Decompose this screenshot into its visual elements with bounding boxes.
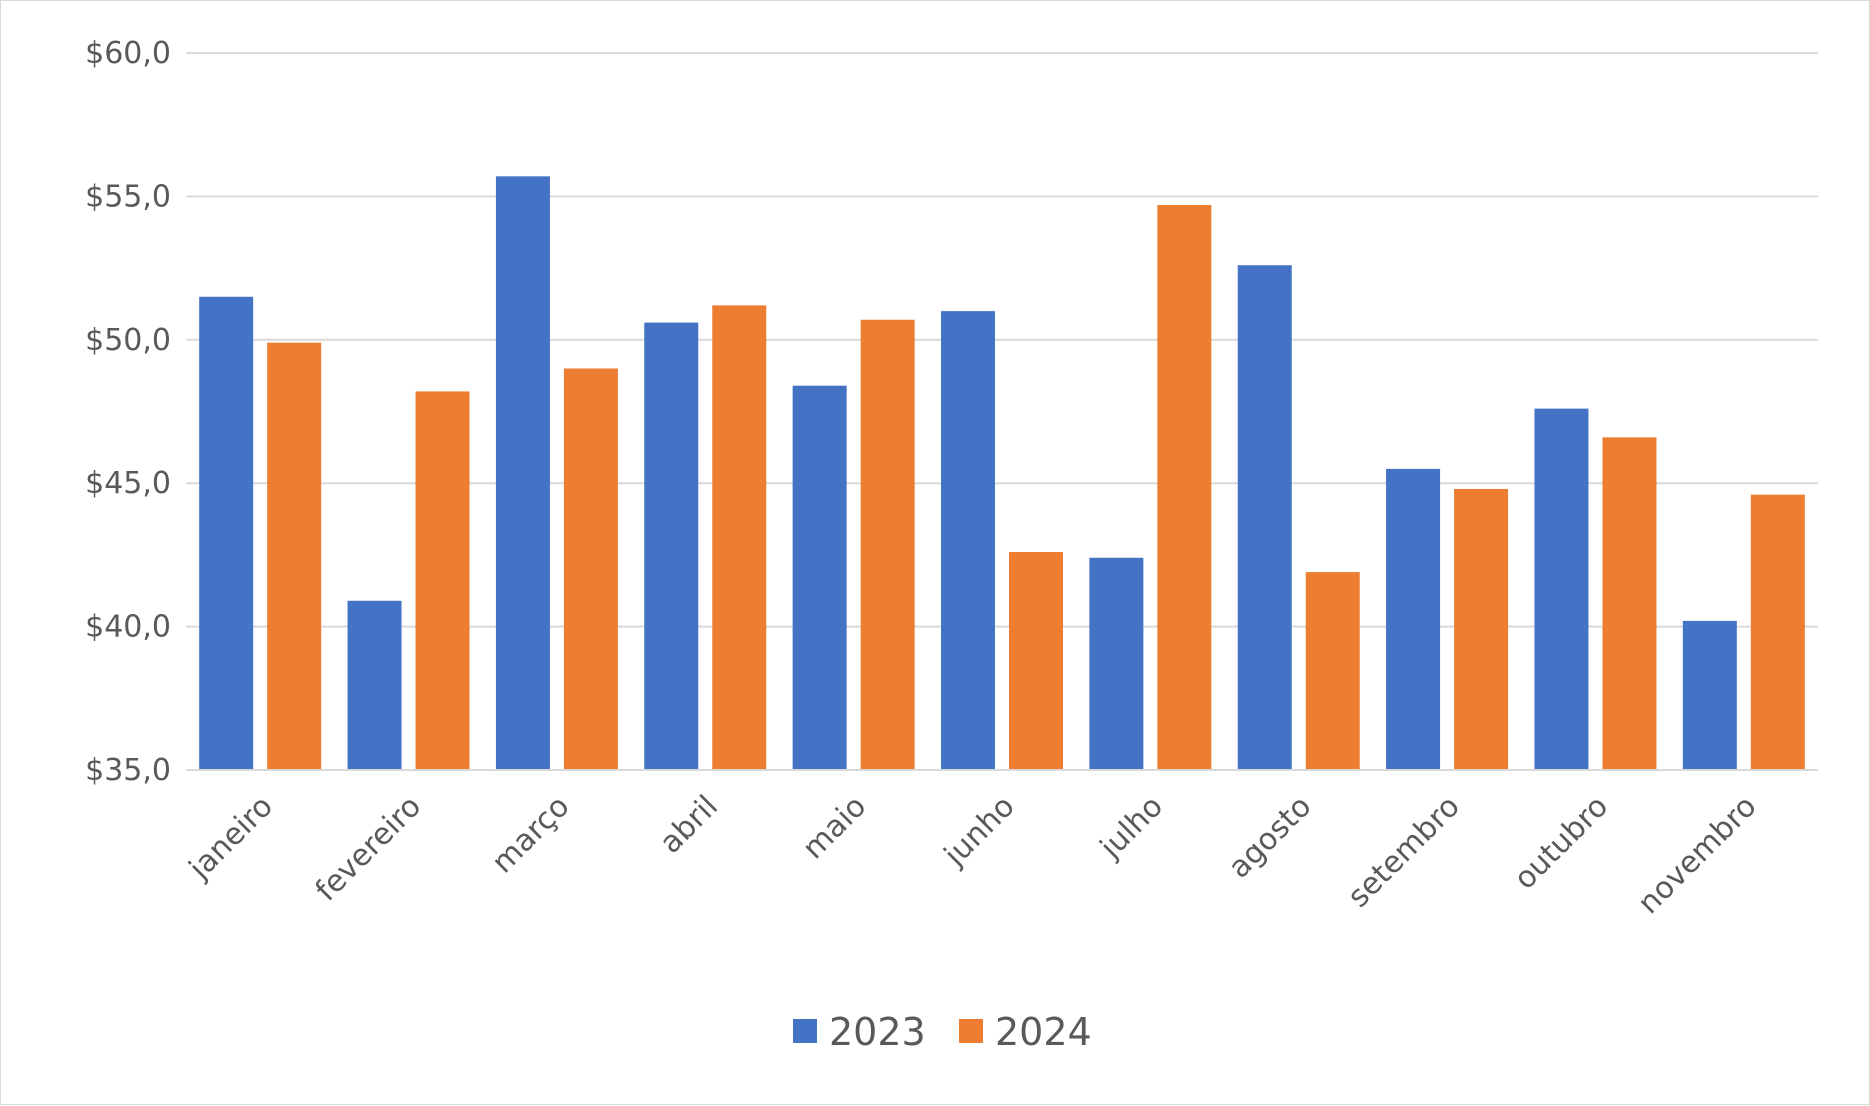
bar-2024-janeiro	[267, 342, 322, 770]
x-tick-label: fevereiro	[309, 789, 428, 908]
bar-2023-janeiro	[199, 296, 254, 770]
x-tick-label: abril	[653, 789, 725, 861]
x-tick-label: julho	[1093, 789, 1170, 866]
y-tick-label: $45,0	[85, 466, 171, 501]
bar-2023-outubro	[1534, 408, 1589, 770]
bar-2024-outubro	[1602, 437, 1657, 770]
y-tick-label: $35,0	[85, 753, 171, 788]
legend-swatch-2024	[959, 1019, 983, 1043]
x-tick-label: agosto	[1222, 789, 1319, 886]
bar-2024-maio	[860, 319, 915, 770]
bar-2024-março	[563, 368, 618, 770]
bar-2024-setembro	[1454, 488, 1509, 770]
bar-2024-fevereiro	[415, 391, 470, 770]
y-tick-label: $50,0	[85, 323, 171, 358]
bars	[199, 176, 1805, 771]
bar-2024-novembro	[1750, 494, 1805, 770]
x-tick-label: março	[485, 789, 576, 880]
bar-2023-abril	[644, 322, 699, 770]
bar-2023-novembro	[1682, 620, 1737, 770]
x-tick-label: novembro	[1631, 789, 1763, 921]
x-tick-label: outubro	[1507, 789, 1615, 897]
y-tick-label: $40,0	[85, 610, 171, 645]
x-tick-label: janeiro	[182, 789, 280, 887]
y-axis: $35,0 $40,0 $45,0 $50,0 $55,0 $60,0	[85, 36, 171, 788]
bar-2023-agosto	[1237, 265, 1292, 770]
legend-swatch-2023	[793, 1019, 817, 1043]
legend: 2023 2024	[793, 1010, 1092, 1054]
bar-2023-maio	[792, 385, 847, 770]
bar-2023-julho	[1089, 557, 1144, 770]
bar-2024-abril	[712, 305, 767, 770]
y-tick-label: $55,0	[85, 179, 171, 214]
bar-2024-agosto	[1305, 572, 1360, 770]
x-tick-label: maio	[796, 789, 873, 866]
bar-2024-junho	[1009, 552, 1063, 770]
bar-2023-setembro	[1386, 468, 1441, 770]
bar-2023-junho	[941, 311, 995, 770]
x-axis: janeiro fevereiro março abril maio junho julho…	[182, 769, 1818, 921]
y-tick-label: $60,0	[85, 36, 171, 71]
x-tick-label: setembro	[1341, 789, 1467, 915]
bar-2023-março	[495, 176, 550, 771]
bar-2024-julho	[1157, 205, 1212, 770]
legend-label-2024: 2024	[995, 1010, 1092, 1054]
legend-label-2023: 2023	[829, 1010, 926, 1054]
bar-2023-fevereiro	[347, 600, 402, 770]
x-tick-label: junho	[937, 789, 1022, 874]
